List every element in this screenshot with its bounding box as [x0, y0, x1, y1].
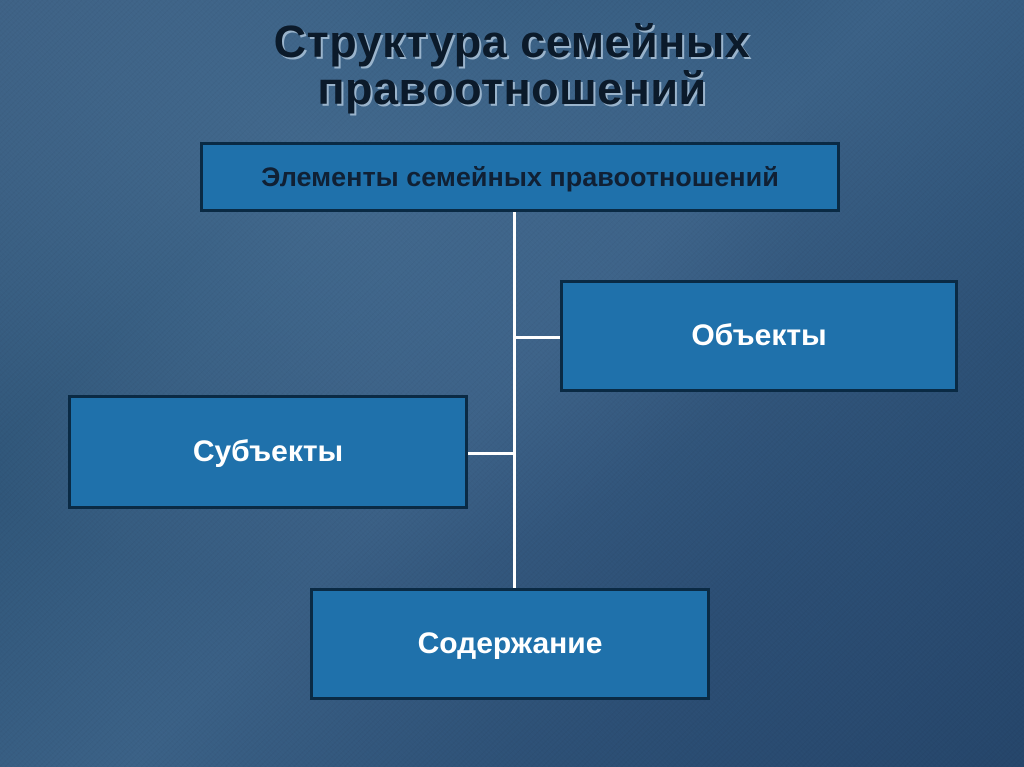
connector-to-objects: [513, 336, 560, 339]
node-subjects-label: Субъекты: [193, 435, 343, 469]
node-content-label: Содержание: [418, 627, 603, 661]
slide-title: Структура семейных правоотношений: [0, 18, 1024, 113]
title-line-2: правоотношений: [0, 65, 1024, 112]
connector-trunk: [513, 212, 516, 588]
node-objects-label: Объекты: [691, 319, 826, 353]
title-line-1: Структура семейных: [0, 18, 1024, 65]
node-content: Содержание: [310, 588, 710, 700]
node-root-label: Элементы семейных правоотношений: [261, 162, 779, 193]
node-subjects: Субъекты: [68, 395, 468, 509]
node-objects: Объекты: [560, 280, 958, 392]
node-root: Элементы семейных правоотношений: [200, 142, 840, 212]
connector-to-subjects: [468, 452, 516, 455]
